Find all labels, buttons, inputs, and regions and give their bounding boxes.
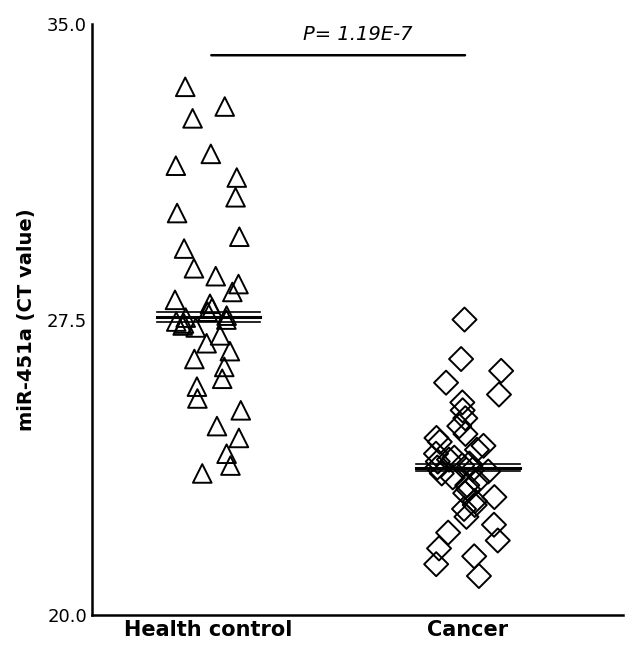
Point xyxy=(444,455,454,465)
Point xyxy=(431,449,441,459)
Point xyxy=(180,312,191,323)
Point xyxy=(221,310,232,321)
Point xyxy=(225,346,235,356)
Y-axis label: miR-451a (CT value): miR-451a (CT value) xyxy=(17,208,36,431)
Point xyxy=(457,461,467,471)
Point xyxy=(449,453,460,463)
Point xyxy=(205,298,215,309)
Point xyxy=(454,421,465,432)
Point xyxy=(489,520,499,530)
Point xyxy=(459,504,469,514)
Point xyxy=(483,466,493,477)
Point xyxy=(179,318,189,328)
Point xyxy=(180,81,190,92)
Point xyxy=(472,476,483,487)
Point xyxy=(212,421,222,432)
Point xyxy=(232,172,242,183)
Point xyxy=(494,390,504,400)
Point xyxy=(234,433,244,443)
Point xyxy=(177,320,188,330)
Point xyxy=(470,496,480,507)
Point xyxy=(170,294,180,305)
Point xyxy=(217,373,227,384)
Point xyxy=(205,148,216,159)
Point xyxy=(219,361,229,372)
Point xyxy=(234,279,244,289)
Point xyxy=(456,353,466,364)
Point xyxy=(234,231,244,242)
Point xyxy=(215,330,225,340)
Point xyxy=(433,457,443,467)
Point xyxy=(458,405,468,416)
Point xyxy=(207,302,217,313)
Point xyxy=(221,314,232,325)
Point xyxy=(460,429,470,440)
Point xyxy=(220,101,230,112)
Point xyxy=(474,571,484,581)
Point xyxy=(464,459,474,469)
Point xyxy=(189,353,200,364)
Point xyxy=(192,381,202,392)
Point xyxy=(230,192,241,202)
Point xyxy=(431,433,442,443)
Point xyxy=(462,480,472,491)
Point xyxy=(202,306,212,317)
Point xyxy=(489,492,499,503)
Point xyxy=(441,377,451,388)
Point xyxy=(236,405,246,416)
Point xyxy=(463,484,474,495)
Text: P= 1.19E-7: P= 1.19E-7 xyxy=(303,26,412,45)
Point xyxy=(461,512,472,522)
Point xyxy=(472,445,482,455)
Point xyxy=(434,543,444,554)
Point xyxy=(447,472,458,483)
Point xyxy=(188,113,198,124)
Point xyxy=(435,437,445,447)
Point xyxy=(179,243,189,254)
Point xyxy=(211,271,221,281)
Point xyxy=(225,461,236,471)
Point xyxy=(171,316,181,327)
Point xyxy=(189,263,199,273)
Point xyxy=(432,463,442,473)
Point xyxy=(191,322,201,332)
Point xyxy=(221,449,232,459)
Point xyxy=(202,338,212,348)
Point xyxy=(470,500,480,510)
Point xyxy=(469,551,479,562)
Point xyxy=(443,528,453,538)
Point xyxy=(171,160,181,171)
Point xyxy=(493,535,503,546)
Point xyxy=(478,441,488,451)
Point xyxy=(197,468,207,479)
Point xyxy=(457,397,467,408)
Point xyxy=(431,559,442,570)
Point xyxy=(460,413,470,424)
Point xyxy=(460,314,470,325)
Point xyxy=(460,488,470,499)
Point xyxy=(172,208,182,218)
Point xyxy=(468,464,478,475)
Point xyxy=(496,365,506,376)
Point xyxy=(436,468,447,479)
Point xyxy=(227,286,237,297)
Point xyxy=(192,394,202,404)
